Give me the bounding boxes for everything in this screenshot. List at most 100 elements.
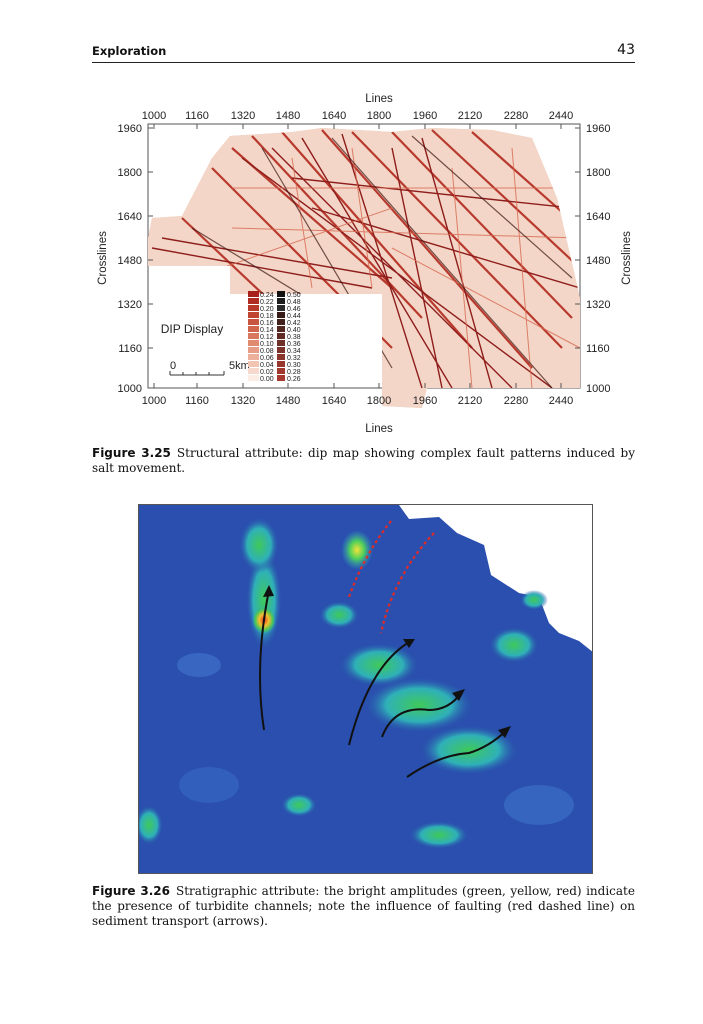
- svg-text:1800: 1800: [118, 167, 142, 179]
- svg-text:0.06: 0.06: [260, 355, 274, 362]
- dip-display-label: DIP Display: [161, 322, 223, 336]
- svg-text:1800: 1800: [367, 110, 391, 122]
- svg-text:0.26: 0.26: [287, 376, 301, 383]
- svg-text:2440: 2440: [549, 110, 573, 122]
- figure-label: Figure 3.26: [92, 884, 170, 898]
- dip-map-plot: 1000 1160 1320 1480 1640 1800 1960 2120 …: [97, 93, 633, 435]
- caption-text: Stratigraphic attribute: the bright ampl…: [92, 884, 635, 928]
- arrow-2: [348, 640, 412, 746]
- svg-text:0.20: 0.20: [260, 306, 274, 313]
- svg-text:0.08: 0.08: [260, 348, 274, 355]
- svg-text:1000: 1000: [118, 383, 142, 395]
- svg-text:1160: 1160: [185, 395, 209, 407]
- svg-text:0.10: 0.10: [260, 341, 274, 348]
- svg-text:0.40: 0.40: [287, 327, 301, 334]
- svg-text:0.44: 0.44: [287, 313, 301, 320]
- svg-text:0.28: 0.28: [287, 369, 301, 376]
- running-header: Exploration 43: [92, 42, 635, 64]
- svg-text:1960: 1960: [118, 123, 142, 135]
- figure-caption-3-25: Figure 3.25 Structural attribute: dip map…: [92, 446, 635, 476]
- svg-text:1320: 1320: [118, 299, 142, 311]
- svg-text:0.36: 0.36: [287, 341, 301, 348]
- amplitude-map-figure: [138, 504, 593, 874]
- svg-text:1640: 1640: [322, 395, 346, 407]
- svg-text:1160: 1160: [586, 343, 610, 355]
- svg-text:1480: 1480: [276, 110, 300, 122]
- svg-text:2120: 2120: [458, 110, 482, 122]
- svg-text:1000: 1000: [142, 110, 166, 122]
- svg-text:1640: 1640: [586, 211, 610, 223]
- legend-values-left: 0.24 0.22 0.20 0.18 0.16 0.14 0.12 0.10 …: [260, 292, 274, 383]
- svg-text:1960: 1960: [413, 110, 437, 122]
- svg-text:2440: 2440: [549, 395, 573, 407]
- page-number: 43: [617, 42, 635, 58]
- arrow-1: [259, 589, 270, 731]
- svg-text:1480: 1480: [118, 255, 142, 267]
- left-axis-title: Crosslines: [97, 231, 109, 285]
- svg-text:0.14: 0.14: [260, 327, 274, 334]
- scale-start-label: 0: [170, 360, 176, 372]
- svg-text:1320: 1320: [231, 110, 255, 122]
- svg-text:0.32: 0.32: [287, 355, 301, 362]
- svg-text:0.04: 0.04: [260, 362, 274, 369]
- svg-text:0.34: 0.34: [287, 348, 301, 355]
- sediment-transport-arrows: [259, 589, 508, 778]
- svg-text:0.02: 0.02: [260, 369, 274, 376]
- legend-swatches-left: [248, 291, 259, 381]
- top-axis-title: Lines: [365, 93, 393, 105]
- svg-text:1480: 1480: [276, 395, 300, 407]
- svg-text:1640: 1640: [322, 110, 346, 122]
- svg-text:1160: 1160: [118, 343, 142, 355]
- figure-label: Figure 3.25: [92, 446, 171, 460]
- svg-text:0.18: 0.18: [260, 313, 274, 320]
- svg-text:0.12: 0.12: [260, 334, 274, 341]
- svg-text:0.42: 0.42: [287, 320, 301, 327]
- svg-text:1960: 1960: [586, 123, 610, 135]
- caption-text: Structural attribute: dip map showing co…: [92, 446, 635, 475]
- bright-amplitudes: [139, 517, 574, 849]
- svg-text:0.30: 0.30: [287, 362, 301, 369]
- arrow-4: [406, 729, 508, 778]
- svg-text:2280: 2280: [504, 395, 528, 407]
- scale-end-label: 5km: [229, 360, 250, 372]
- bottom-axis-title: Lines: [365, 423, 393, 435]
- dip-map-figure: 1000 1160 1320 1480 1640 1800 1960 2120 …: [92, 88, 652, 440]
- svg-text:1640: 1640: [118, 211, 142, 223]
- svg-text:0.50: 0.50: [287, 292, 301, 299]
- arrow-3: [381, 692, 462, 738]
- svg-text:0.24: 0.24: [260, 292, 274, 299]
- svg-text:1800: 1800: [586, 167, 610, 179]
- y-tick-labels-left: 1960 1800 1640 1480 1320 1160 1000: [118, 123, 142, 395]
- svg-text:1000: 1000: [142, 395, 166, 407]
- legend-swatches-right: [277, 291, 285, 381]
- svg-text:1800: 1800: [367, 395, 391, 407]
- svg-text:2280: 2280: [504, 110, 528, 122]
- header-rule: [92, 62, 635, 63]
- arrowheads: [263, 585, 511, 738]
- scale-bar: [169, 371, 225, 376]
- svg-text:1000: 1000: [586, 383, 610, 395]
- y-tick-labels-right: 1960 1800 1640 1480 1320 1160 1000: [586, 123, 610, 395]
- svg-text:1480: 1480: [586, 255, 610, 267]
- svg-text:0.22: 0.22: [260, 299, 274, 306]
- svg-text:0.38: 0.38: [287, 334, 301, 341]
- svg-text:0.00: 0.00: [260, 376, 274, 383]
- dip-color-legend: 0.24 0.22 0.20 0.18 0.16 0.14 0.12 0.10 …: [248, 291, 301, 383]
- svg-text:0.48: 0.48: [287, 299, 301, 306]
- figure-caption-3-26: Figure 3.26 Stratigraphic attribute: the …: [92, 884, 635, 929]
- svg-text:1320: 1320: [231, 395, 255, 407]
- legend-values-right: 0.50 0.48 0.46 0.44 0.42 0.40 0.38 0.36 …: [287, 292, 301, 383]
- svg-text:1320: 1320: [586, 299, 610, 311]
- svg-text:1160: 1160: [185, 110, 209, 122]
- amplitude-map: [139, 505, 592, 873]
- svg-text:0.16: 0.16: [260, 320, 274, 327]
- tick-marks: [148, 124, 580, 388]
- svg-text:2120: 2120: [458, 395, 482, 407]
- x-tick-labels-bottom: 1000 1160 1320 1480 1640 1800 1960 2120 …: [142, 395, 573, 407]
- section-title: Exploration: [92, 44, 167, 58]
- right-axis-title: Crosslines: [621, 231, 633, 285]
- svg-text:0.46: 0.46: [287, 306, 301, 313]
- svg-text:1960: 1960: [413, 395, 437, 407]
- x-tick-labels-top: 1000 1160 1320 1480 1640 1800 1960 2120 …: [142, 110, 573, 122]
- fault-dashed-lines: [347, 520, 435, 634]
